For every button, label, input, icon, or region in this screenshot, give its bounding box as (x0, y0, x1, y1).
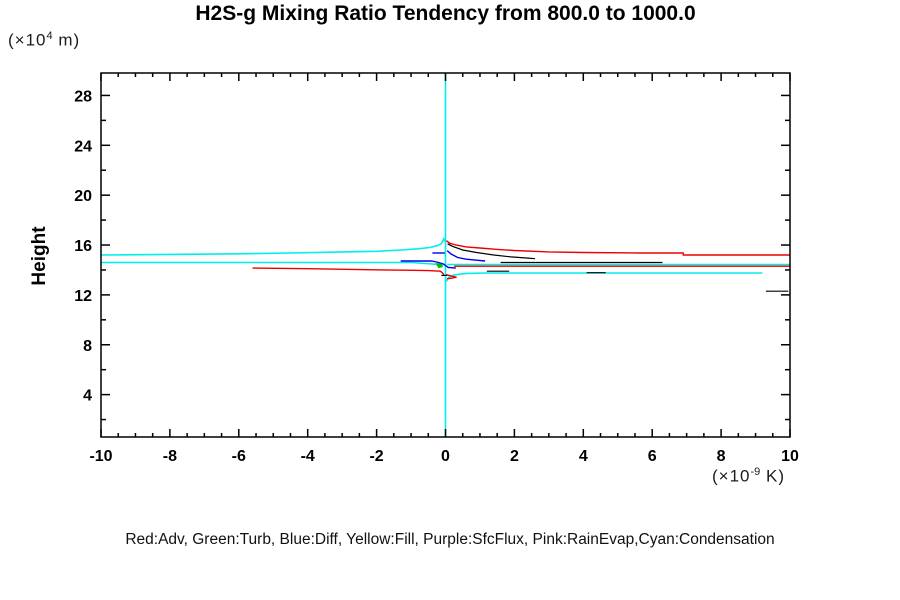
y-unit-exponent: 4 (46, 30, 53, 42)
x-tick-label: -6 (232, 448, 246, 465)
y-tick-label: 24 (74, 138, 92, 155)
x-tick-label: -8 (163, 448, 177, 465)
x-tick-label: 4 (579, 448, 588, 465)
y-tick-label: 4 (83, 388, 92, 405)
series-line-Condensation (101, 261, 444, 266)
x-tick-label: -10 (89, 448, 112, 465)
series-line-Condensation (100, 236, 446, 256)
y-unit-suffix: m) (52, 30, 81, 50)
series-line-Turb (435, 263, 443, 269)
x-tick-label: -2 (369, 448, 383, 465)
y-tick-label: 28 (74, 88, 92, 105)
y-tick-label: 16 (74, 238, 92, 255)
y-tick-label: 20 (74, 188, 92, 205)
x-tick-label: 10 (781, 448, 799, 465)
series-line-Adv (446, 274, 457, 280)
series-line-unlabeled-black (447, 243, 536, 260)
series-line-Diff (400, 260, 456, 269)
x-tick-label: 6 (648, 448, 657, 465)
x-tick-label: 2 (510, 448, 519, 465)
x-unit-prefix: (×10 (712, 466, 751, 486)
y-tick-label: 8 (83, 338, 92, 355)
x-tick-label: 0 (441, 448, 450, 465)
y-unit-prefix: (×10 (8, 30, 47, 50)
x-unit-exponent: -9 (750, 466, 761, 478)
x-tick-label: 8 (717, 448, 726, 465)
x-axis-unit-label: (×10-9 K) (712, 466, 785, 487)
series-line-Condensation (445, 272, 763, 282)
y-axis-unit-label: (×104 m) (8, 30, 80, 51)
series-line-Adv (446, 240, 790, 256)
x-unit-suffix: K) (760, 466, 786, 486)
chart-title: H2S-g Mixing Ratio Tendency from 800.0 t… (195, 2, 696, 25)
legend-caption: Red:Adv, Green:Turb, Blue:Diff, Yellow:F… (125, 531, 775, 548)
x-tick-label: -4 (301, 448, 315, 465)
series-line-Diff (446, 250, 486, 262)
y-tick-label: 12 (74, 288, 92, 305)
series-line-Adv (252, 267, 445, 276)
